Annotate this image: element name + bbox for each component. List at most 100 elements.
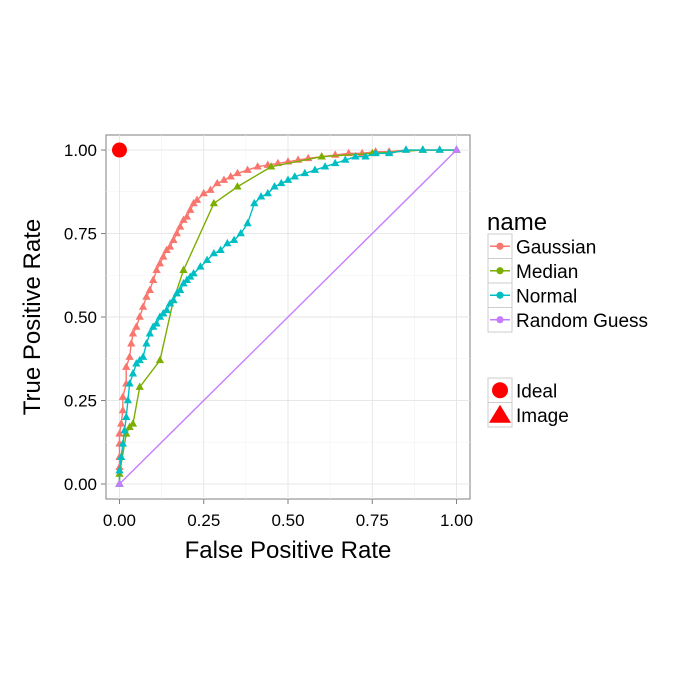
data-point-normal <box>117 452 126 461</box>
data-point-normal <box>145 329 154 337</box>
data-point-gaussian <box>192 195 202 203</box>
data-point-normal <box>123 395 133 404</box>
data-point-normal <box>209 248 218 257</box>
series-line-random-guess <box>118 149 458 485</box>
legend-item-ideal: Ideal <box>487 377 557 403</box>
data-point-normal <box>152 319 161 327</box>
data-point-normal <box>320 162 330 170</box>
series-line-median <box>118 149 457 484</box>
data-point-gaussian <box>122 362 131 370</box>
data-point-normal <box>216 245 225 253</box>
data-point-normal <box>435 145 444 153</box>
data-point-normal <box>223 238 232 247</box>
data-point-median <box>233 182 242 190</box>
data-point-normal <box>118 439 127 447</box>
data-point-gaussian <box>135 312 144 320</box>
legend-item-normal: Normal <box>487 282 577 308</box>
data-point-normal <box>331 158 340 167</box>
legend-key-triangle <box>489 404 511 423</box>
data-point-gaussian <box>176 222 185 230</box>
data-point-normal <box>263 188 272 197</box>
x-tick-label: 0.50 <box>271 511 304 530</box>
ideal-point <box>111 142 127 158</box>
data-point-normal <box>138 352 148 360</box>
data-point-median <box>317 152 326 160</box>
data-point-gaussian <box>226 172 235 180</box>
x-tick-label: 0.25 <box>187 511 220 530</box>
data-point-gaussian <box>233 168 242 177</box>
data-point-gaussian <box>128 329 138 337</box>
legend-label-ideal: Ideal <box>516 381 557 402</box>
x-tick-label: 0.00 <box>103 511 136 530</box>
data-point-gaussian <box>117 419 126 427</box>
data-point-normal <box>189 268 198 277</box>
data-point-normal <box>418 145 427 153</box>
legend-key-point <box>496 242 504 250</box>
data-point-gaussian <box>145 285 154 294</box>
series-random-guess <box>115 145 461 487</box>
data-point-gaussian <box>125 352 134 360</box>
data-point-gaussian <box>152 265 161 274</box>
data-point-gaussian <box>127 339 136 347</box>
data-point-gaussian <box>159 252 168 260</box>
legend-label-gaussian: Gaussian <box>516 237 596 258</box>
data-point-gaussian <box>155 258 165 267</box>
data-point-normal <box>236 228 245 237</box>
data-point-gaussian <box>206 185 215 193</box>
data-point-normal <box>283 175 293 183</box>
data-point-median <box>135 382 144 390</box>
data-point-gaussian <box>149 275 158 284</box>
data-point-normal <box>361 152 370 160</box>
legend-label-normal: Normal <box>516 286 577 307</box>
legend-item-median: Median <box>487 258 578 284</box>
legend-title: name <box>487 209 547 236</box>
data-point-normal <box>202 255 212 263</box>
data-point-gaussian <box>142 292 151 300</box>
data-point-normal <box>142 339 151 347</box>
data-point-normal <box>401 145 411 153</box>
legend-key-point <box>496 267 504 275</box>
data-point-gaussian <box>213 178 222 187</box>
data-point-normal <box>176 285 185 294</box>
data-point-normal <box>122 412 131 420</box>
y-tick-label: 0.50 <box>64 308 97 327</box>
data-point-gaussian <box>172 228 181 237</box>
data-point-normal <box>277 178 286 187</box>
data-point-normal <box>270 182 279 190</box>
data-point-normal <box>341 155 350 163</box>
data-point-normal <box>196 262 205 270</box>
y-tick-label: 0.00 <box>64 475 97 494</box>
data-point-normal <box>310 165 320 173</box>
data-point-gaussian <box>118 405 127 414</box>
data-point-normal <box>115 466 124 474</box>
data-point-normal <box>250 198 259 207</box>
data-point-random-guess <box>115 479 124 487</box>
data-point-median <box>155 355 165 364</box>
data-point-gaussian <box>182 212 192 220</box>
data-point-gaussian <box>132 322 141 330</box>
data-point-normal <box>120 425 129 434</box>
legend-key-point <box>496 291 504 299</box>
legend-key-point <box>496 316 504 324</box>
data-point-normal <box>169 295 178 304</box>
data-point-normal <box>351 152 360 160</box>
data-point-median <box>267 162 276 170</box>
data-point-gaussian <box>186 205 195 213</box>
y-axis-title: True Positive Rate <box>19 219 46 416</box>
x-tick-label: 0.75 <box>356 511 389 530</box>
data-point-normal <box>371 148 380 157</box>
data-point-gaussian <box>243 165 252 173</box>
data-point-normal <box>300 168 309 177</box>
data-point-gaussian <box>118 392 127 400</box>
data-point-median <box>179 265 188 274</box>
axes: 0.00 0.25 0.50 0.75 1.00 0.00 0.25 0.50 0.75 1.00 <box>64 141 473 530</box>
data-point-gaussian <box>165 242 175 250</box>
legend-label-image: Image <box>516 406 569 427</box>
data-point-gaussian <box>219 175 229 183</box>
series-group <box>111 142 461 487</box>
x-tick-label: 1.00 <box>440 511 473 530</box>
legend-label-median: Median <box>516 262 578 283</box>
y-tick-label: 0.25 <box>64 391 97 410</box>
data-point-gaussian <box>138 302 148 310</box>
